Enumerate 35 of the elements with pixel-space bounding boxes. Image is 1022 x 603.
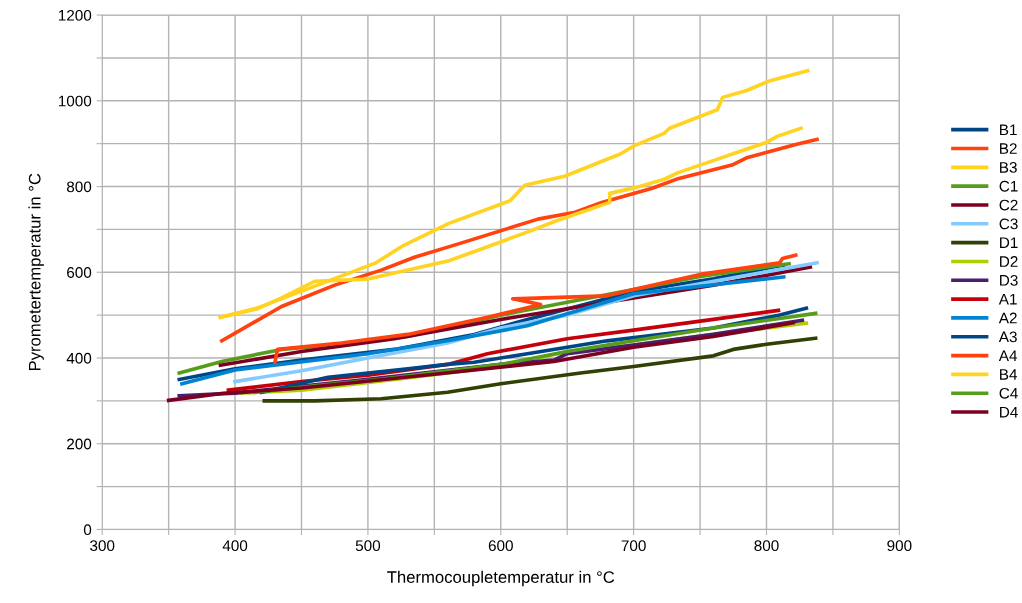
legend-label: C1 — [999, 180, 1018, 192]
line-series — [219, 137, 819, 343]
x-tick-label: 900 — [887, 540, 912, 552]
legend-label: A3 — [998, 331, 1017, 343]
legend-label: C4 — [999, 387, 1018, 399]
x-tick-label: 600 — [488, 540, 513, 552]
y-tick-label: 600 — [67, 267, 92, 278]
legend-label: D4 — [1000, 406, 1018, 418]
legend-label: A2 — [998, 312, 1017, 324]
y-tick-label: 0 — [83, 524, 92, 536]
legend-label: A1 — [998, 293, 1017, 305]
y-tick-label: 400 — [66, 352, 92, 364]
x-tick-label: 500 — [355, 540, 381, 552]
x-axis-title: Thermocoupletemperatur in °C — [387, 570, 615, 587]
y-tick-label: 800 — [66, 181, 92, 193]
legend-label: B4 — [1000, 369, 1018, 380]
y-tick-label: 1000 — [58, 95, 92, 107]
y-axis-title: Pyrometertemperatur in °C — [28, 173, 44, 371]
legend-label: B3 — [1000, 162, 1017, 173]
x-tick-label: 400 — [222, 540, 248, 552]
x-tick-label: 700 — [621, 540, 646, 552]
line-series — [262, 336, 818, 403]
y-tick-label: 200 — [67, 438, 92, 450]
line-series — [273, 253, 798, 365]
x-tick-label: 300 — [90, 540, 115, 552]
legend-label: C3 — [999, 218, 1018, 230]
legend-label: B1 — [1000, 124, 1017, 136]
legend-label: B2 — [1000, 143, 1017, 154]
legend-label: D1 — [1000, 237, 1018, 248]
legend-label: A4 — [998, 350, 1018, 361]
legend-label: D3 — [1000, 274, 1018, 286]
x-tick-label: 800 — [754, 540, 779, 552]
legend-label: C2 — [999, 199, 1018, 211]
y-tick-label: 1200 — [58, 9, 92, 21]
legend-label: D2 — [1000, 256, 1018, 267]
